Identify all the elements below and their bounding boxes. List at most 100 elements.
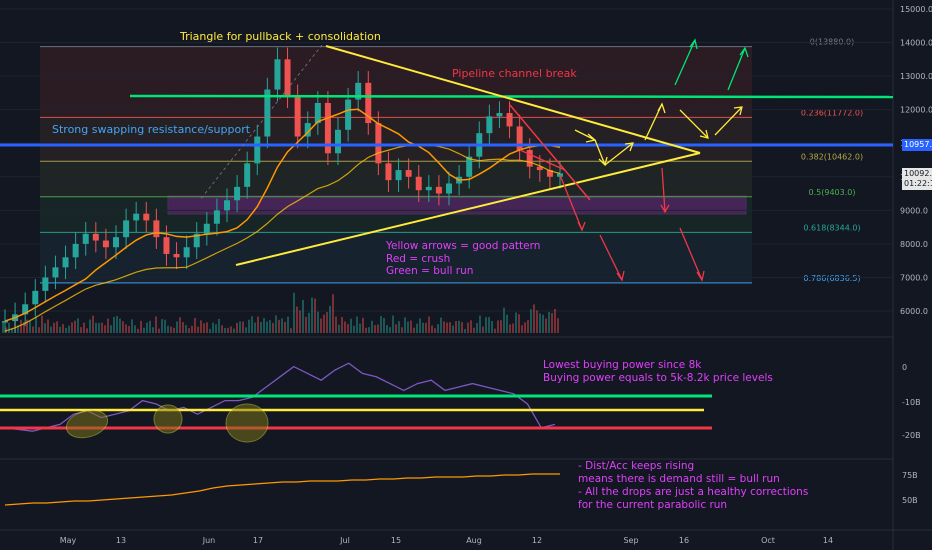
volume-bar xyxy=(26,319,28,333)
volume-bar xyxy=(221,325,223,333)
volume-bar xyxy=(44,323,46,333)
volume-bar xyxy=(422,322,424,333)
volume-bar xyxy=(341,317,343,333)
volume-bar xyxy=(20,319,22,333)
candle-body xyxy=(355,82,362,100)
volume-bar xyxy=(77,318,79,333)
volume-bar xyxy=(521,325,523,333)
volume-bar xyxy=(275,315,277,333)
volume-bar xyxy=(167,325,169,333)
candle-body xyxy=(446,183,452,194)
candle-body xyxy=(22,304,29,315)
candle-body xyxy=(32,290,39,305)
indicator-tick-label: -10B xyxy=(902,398,921,407)
volume-bar xyxy=(287,316,289,333)
time-tick-label: 14 xyxy=(823,536,833,545)
candle-body xyxy=(133,213,140,221)
volume-bar xyxy=(500,320,502,333)
volume-bar xyxy=(110,325,112,333)
candle-body xyxy=(113,237,119,248)
yellow-arrows xyxy=(574,102,743,167)
volume-bar xyxy=(23,322,25,333)
volume-bar xyxy=(248,319,250,333)
price-tick-label: 8000.0 xyxy=(900,240,928,249)
candle-body xyxy=(365,82,372,124)
volume-bar xyxy=(554,309,556,333)
volume-bar xyxy=(71,322,73,333)
candle-body xyxy=(466,156,473,177)
price-tick-label: 9000.0 xyxy=(900,206,928,215)
swapping-annotation: Strong swapping resistance/support xyxy=(52,123,251,136)
price-tag: 01:22:17 xyxy=(902,178,932,191)
volume-bar xyxy=(74,320,76,333)
volume-bar xyxy=(113,316,115,333)
volume-bar xyxy=(212,322,214,333)
candle-body xyxy=(264,89,271,137)
volume-bar xyxy=(47,319,49,333)
dashed-trend xyxy=(199,44,323,201)
pipeline-lower xyxy=(519,149,566,171)
volume-bar xyxy=(332,294,334,333)
volume-bar xyxy=(401,327,403,333)
volume-bar xyxy=(203,323,205,333)
volume-bar xyxy=(122,321,124,333)
volume-bar xyxy=(2,322,4,333)
candle-body xyxy=(143,213,150,221)
buying-power-annotation: Lowest buying power since 8k Buying powe… xyxy=(543,359,773,384)
legend-annotation: Yellow arrows = good pattern Red = crush… xyxy=(386,240,541,277)
volume-bar xyxy=(53,322,55,333)
price-tick-label: 15000.0 xyxy=(900,5,932,14)
volume-bar xyxy=(551,313,553,333)
candle-body xyxy=(425,186,432,191)
candle-body xyxy=(153,220,160,238)
volume-bar xyxy=(431,325,433,333)
volume-bar xyxy=(413,327,415,333)
volume-bar xyxy=(548,311,550,333)
candle-body xyxy=(304,123,311,137)
volume-bar xyxy=(455,321,457,333)
volume-bar xyxy=(458,320,460,333)
volume-bar xyxy=(452,325,454,333)
volume-bar xyxy=(347,324,349,333)
volume-bar xyxy=(557,318,559,333)
volume-bar xyxy=(215,324,217,333)
volume-bar xyxy=(245,327,247,333)
volume-bar xyxy=(443,321,445,333)
volume-bar xyxy=(224,327,226,333)
candle-body xyxy=(294,96,301,137)
volume-bar xyxy=(488,317,490,333)
volume-bar xyxy=(398,321,400,333)
candle-body xyxy=(173,253,180,258)
volume-bar xyxy=(92,315,94,333)
time-tick-label: Oct xyxy=(761,536,775,545)
volume-bar xyxy=(476,322,478,333)
candle-body xyxy=(516,126,523,150)
volume-bar xyxy=(404,317,406,333)
volume-bar xyxy=(260,322,262,333)
volume-bar xyxy=(353,325,355,333)
volume-bar xyxy=(161,319,163,333)
volume-bar xyxy=(95,322,97,333)
candle-body xyxy=(345,99,352,130)
triangle-annotation: Triangle for pullback + consolidation xyxy=(180,30,381,43)
volume-bar xyxy=(350,318,352,333)
candle-body xyxy=(274,59,281,90)
volume-bar xyxy=(251,316,253,333)
candle-body xyxy=(335,129,341,154)
time-tick-label: Jun xyxy=(202,536,216,545)
volume-bar xyxy=(536,310,538,333)
candle-body xyxy=(42,277,49,291)
candle-body xyxy=(415,176,422,191)
volume-bar xyxy=(317,311,319,333)
price-tick-label: 14000.0 xyxy=(900,39,932,48)
fib-zone-1 xyxy=(40,47,752,115)
fib-level-label: 0.618(8344.0) xyxy=(803,223,860,232)
time-tick-label: May xyxy=(60,536,77,545)
time-tick-label: Sep xyxy=(623,536,638,545)
volume-bar xyxy=(329,305,331,333)
candle-body xyxy=(405,170,412,177)
candle-body xyxy=(375,123,382,164)
volume-bar xyxy=(8,322,10,333)
volume-bar xyxy=(539,313,541,333)
volume-bar xyxy=(428,316,430,333)
